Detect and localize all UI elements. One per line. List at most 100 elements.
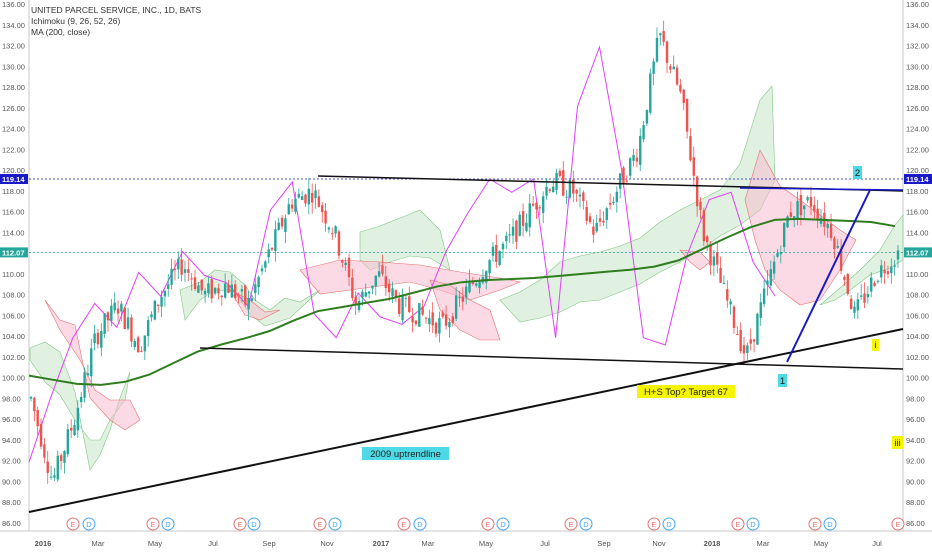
candle-body	[59, 455, 63, 462]
candle-body	[367, 291, 371, 294]
candle-body	[307, 188, 311, 205]
earnings-marker-label: E	[150, 520, 155, 529]
y-tick-right: 122.00	[906, 145, 929, 154]
candle-body	[625, 180, 629, 182]
dividend-marker	[247, 517, 261, 531]
y-tick-right: 90.00	[906, 477, 925, 486]
candle-body	[267, 249, 270, 258]
y-tick-left: 126.00	[2, 104, 25, 113]
candle-body	[853, 306, 856, 313]
candle-body	[274, 229, 277, 252]
annotation-text: i	[874, 340, 876, 351]
candle-body	[679, 84, 682, 92]
candle-body	[531, 203, 535, 206]
candle-body	[488, 259, 491, 274]
candle-body	[886, 271, 890, 275]
candle-body	[876, 280, 880, 282]
candle-body	[297, 193, 300, 198]
candle-body	[782, 222, 786, 248]
candle-body	[227, 284, 230, 293]
candle-body	[525, 222, 528, 231]
candle-body	[485, 271, 488, 283]
y-tick-left: 90.00	[2, 477, 21, 486]
candle-body	[605, 208, 608, 221]
candle-body	[649, 73, 652, 113]
candle-body	[381, 265, 384, 274]
candle-body	[170, 268, 173, 285]
candle-body	[709, 244, 712, 266]
candle-body	[809, 197, 813, 207]
candle-body	[190, 278, 193, 280]
y-tick-left: 100.00	[2, 374, 25, 383]
dividend-marker	[823, 517, 837, 531]
annotation-bg	[637, 385, 735, 398]
y-tick-right: 132.00	[906, 42, 929, 51]
y-tick-left: 120.00	[2, 166, 25, 175]
candle-body	[314, 190, 317, 199]
candle-body	[418, 303, 421, 327]
y-tick-right: 120.00	[906, 166, 929, 175]
dividend-marker	[496, 517, 510, 531]
earnings-marker	[397, 517, 411, 531]
candle-body	[441, 312, 444, 317]
blue-top-line	[739, 187, 904, 191]
candle-body	[501, 243, 505, 250]
earnings-marker-label: E	[568, 520, 573, 529]
y-tick-left: 134.00	[2, 21, 25, 30]
candle-body	[361, 291, 364, 298]
candle-body	[575, 189, 578, 194]
candle-body	[153, 300, 157, 320]
candle-body	[786, 216, 789, 228]
candle-body	[347, 257, 351, 278]
candle-body	[796, 200, 799, 219]
candle-body	[702, 210, 706, 242]
candle-body	[250, 298, 254, 301]
annotation-text: H+S Top? Target 67	[644, 387, 728, 398]
dividend-marker	[328, 517, 342, 531]
candle-body	[354, 296, 357, 306]
candle-body	[264, 261, 267, 268]
x-tick: Sep	[597, 539, 610, 548]
candle-body	[187, 269, 190, 273]
candle-body	[163, 290, 167, 297]
candle-body	[146, 320, 150, 337]
annotation-bg	[853, 166, 862, 179]
candle-body	[334, 226, 337, 234]
y-tick-left: 130.00	[2, 62, 25, 71]
candle-body	[93, 333, 96, 344]
candle-body	[772, 261, 776, 274]
candle-body	[843, 276, 846, 280]
price-marker-left-label: 112.07	[2, 248, 25, 257]
candle-body	[689, 136, 692, 161]
y-tick-right: 126.00	[906, 104, 929, 113]
y-tick-left: 88.00	[2, 498, 21, 507]
candle-body	[197, 285, 200, 293]
candle-body	[123, 307, 126, 330]
y-tick-left: 124.00	[2, 125, 25, 134]
y-tick-right: 114.00	[906, 228, 928, 237]
candle-body	[90, 348, 93, 377]
candle-body	[280, 217, 284, 227]
price-marker-left-bg	[0, 247, 28, 258]
earnings-marker	[731, 517, 745, 531]
candle-body	[471, 281, 475, 284]
candle-body	[310, 192, 314, 203]
candle-body	[133, 341, 136, 347]
candle-body	[63, 450, 66, 463]
y-tick-right: 94.00	[906, 436, 925, 445]
candle-body	[173, 268, 177, 271]
x-tick: Mar	[92, 539, 105, 548]
earnings-marker-label: E	[401, 520, 406, 529]
candle-body	[180, 259, 183, 275]
candle-body	[300, 196, 304, 201]
y-tick-left: 86.00	[2, 519, 21, 528]
candle-body	[424, 317, 428, 319]
candle-body	[699, 201, 702, 210]
candle-body	[468, 280, 471, 293]
candle-body	[612, 201, 615, 204]
candle-body	[598, 218, 602, 222]
candle-body	[120, 303, 123, 312]
candle-body	[863, 293, 866, 303]
